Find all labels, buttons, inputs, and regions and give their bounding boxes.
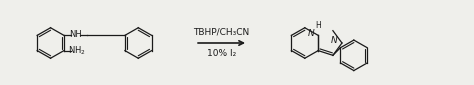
Text: TBHP/CH₃CN: TBHP/CH₃CN [193, 28, 250, 37]
Text: NH: NH [69, 30, 82, 39]
Text: H: H [315, 21, 321, 30]
Text: N: N [331, 36, 338, 45]
Text: NH$_2$: NH$_2$ [68, 45, 86, 57]
Text: N: N [308, 29, 315, 38]
Text: 10% I₂: 10% I₂ [207, 49, 236, 58]
